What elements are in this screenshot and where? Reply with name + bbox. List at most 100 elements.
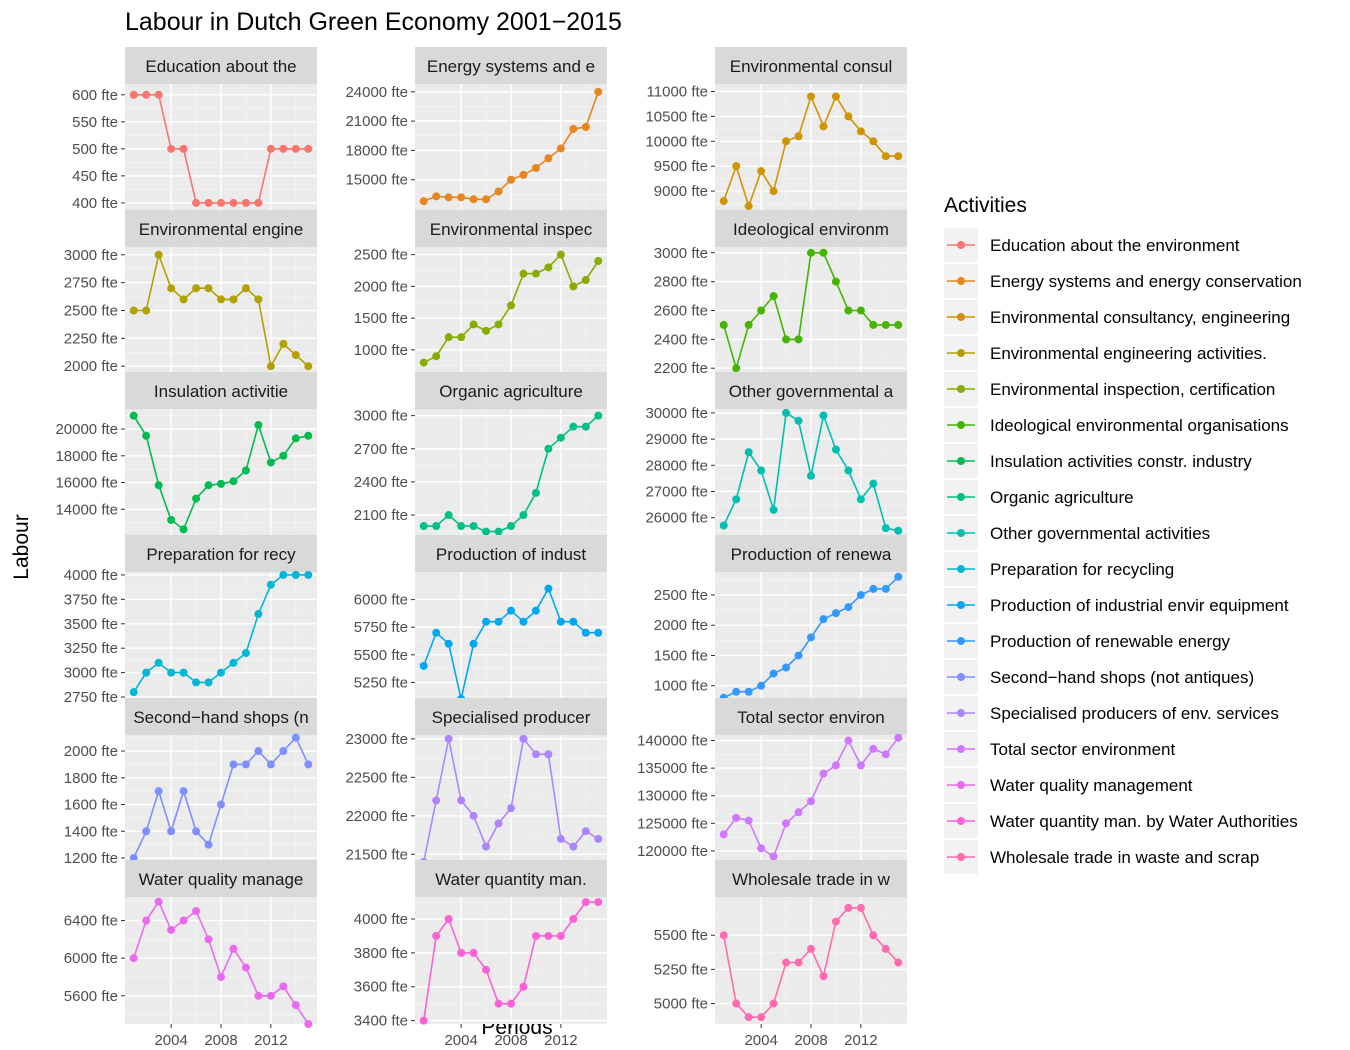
facet-strip-label: Wholesale trade in w: [732, 870, 891, 889]
data-point: [594, 834, 603, 843]
data-point: [432, 352, 441, 361]
y-tick-label: 120000 fte: [637, 843, 708, 860]
data-point: [204, 840, 213, 849]
y-tick-label: 3600 fte: [354, 979, 408, 996]
facet-panel-1: Education about the 400 fte 450 fte 500 fte…: [72, 47, 317, 236]
data-point: [129, 688, 138, 697]
data-point: [167, 284, 176, 293]
legend-label: Ideological environmental organisations: [990, 416, 1289, 435]
data-point: [279, 339, 288, 348]
data-point: [204, 481, 213, 490]
y-tick-label: 3500 fte: [64, 616, 118, 633]
data-point: [419, 522, 428, 531]
data-point: [869, 584, 878, 593]
y-tick-label: 26000 fte: [645, 510, 708, 527]
data-point: [519, 170, 528, 179]
data-point: [844, 903, 853, 912]
data-point: [807, 944, 815, 953]
legend-label: Education about the environment: [990, 236, 1240, 255]
data-point: [419, 661, 428, 670]
data-point: [432, 796, 441, 805]
y-tick-label: 18000 fte: [55, 448, 118, 465]
data-point: [279, 451, 288, 460]
data-point: [531, 931, 540, 940]
legend-key-point: [957, 637, 965, 645]
data-point: [279, 747, 288, 756]
data-point: [744, 1013, 753, 1022]
facet-strip-label: Organic agriculture: [439, 382, 583, 401]
y-tick-label: 2500 fte: [64, 303, 118, 320]
y-tick-label: 500 fte: [72, 141, 118, 158]
y-tick-label: 6000 fte: [354, 592, 408, 609]
data-point: [831, 277, 840, 286]
y-tick-label: 2400 fte: [354, 474, 408, 491]
data-point: [457, 948, 466, 957]
data-point: [291, 434, 300, 443]
data-point: [769, 669, 778, 678]
x-tick-label: 2008: [204, 1032, 237, 1049]
y-tick-label: 4000 fte: [64, 567, 118, 584]
data-point: [894, 320, 903, 329]
data-point: [757, 466, 766, 475]
facet-strip: [415, 698, 607, 735]
y-tick-label: 4000 fte: [354, 911, 408, 928]
data-point: [519, 982, 528, 991]
data-point: [807, 248, 815, 257]
y-tick-label: 1400 fte: [64, 823, 118, 840]
data-point: [769, 187, 778, 196]
legend-label: Water quality management: [990, 776, 1193, 795]
data-point: [129, 954, 138, 963]
data-point: [179, 295, 188, 304]
legend-key-point: [957, 853, 965, 861]
data-point: [819, 972, 828, 981]
y-tick-label: 3800 fte: [354, 945, 408, 962]
data-point: [457, 522, 466, 531]
y-tick-label: 9500 fte: [654, 158, 708, 175]
data-point: [594, 628, 603, 637]
data-point: [507, 522, 515, 531]
data-point: [819, 122, 828, 131]
data-point: [266, 991, 275, 1000]
facet-strip: [715, 47, 907, 84]
facet-strip: [715, 372, 907, 409]
legend-key-point: [957, 529, 965, 537]
data-point: [732, 687, 741, 696]
data-point: [254, 610, 263, 619]
data-point: [519, 734, 528, 743]
legend-label: Other governmental activities: [990, 524, 1210, 543]
y-tick-label: 2500 fte: [654, 587, 708, 604]
facet-strip: [715, 698, 907, 735]
legend-item: Production of industrial envir equipment: [944, 588, 1289, 622]
data-point: [732, 495, 741, 504]
y-tick-label: 15000 fte: [345, 172, 408, 189]
y-tick-label: 1800 fte: [64, 770, 118, 787]
y-tick-label: 5500 fte: [654, 927, 708, 944]
facet-panel-14: Specialised producer 21500 fte 22000 fte 22…: [345, 698, 607, 887]
data-point: [544, 584, 553, 593]
data-point: [142, 306, 151, 315]
legend-key-point: [957, 781, 965, 789]
data-point: [444, 915, 453, 924]
data-point: [154, 481, 163, 490]
data-point: [291, 1001, 300, 1010]
data-point: [192, 907, 201, 916]
legend-key-point: [957, 349, 965, 357]
data-point: [769, 999, 778, 1008]
legend-item: Water quality management: [944, 768, 1193, 802]
facet-strip-label: Other governmental a: [729, 382, 894, 401]
data-point: [419, 358, 428, 367]
legend-label: Wholesale trade in waste and scrap: [990, 848, 1259, 867]
data-point: [869, 931, 878, 940]
data-point: [469, 320, 478, 329]
legend-title: Activities: [944, 194, 1027, 217]
data-point: [457, 796, 466, 805]
data-point: [229, 760, 238, 769]
y-tick-label: 10500 fte: [645, 108, 708, 125]
data-point: [229, 658, 238, 667]
facet-panel-2: Energy systems and e 15000 fte 18000 fte 21…: [345, 47, 607, 236]
data-point: [807, 633, 815, 642]
data-point: [844, 466, 853, 475]
y-tick-label: 1000 fte: [354, 342, 408, 359]
y-tick-label: 18000 fte: [345, 142, 408, 159]
y-tick-label: 1000 fte: [654, 678, 708, 695]
